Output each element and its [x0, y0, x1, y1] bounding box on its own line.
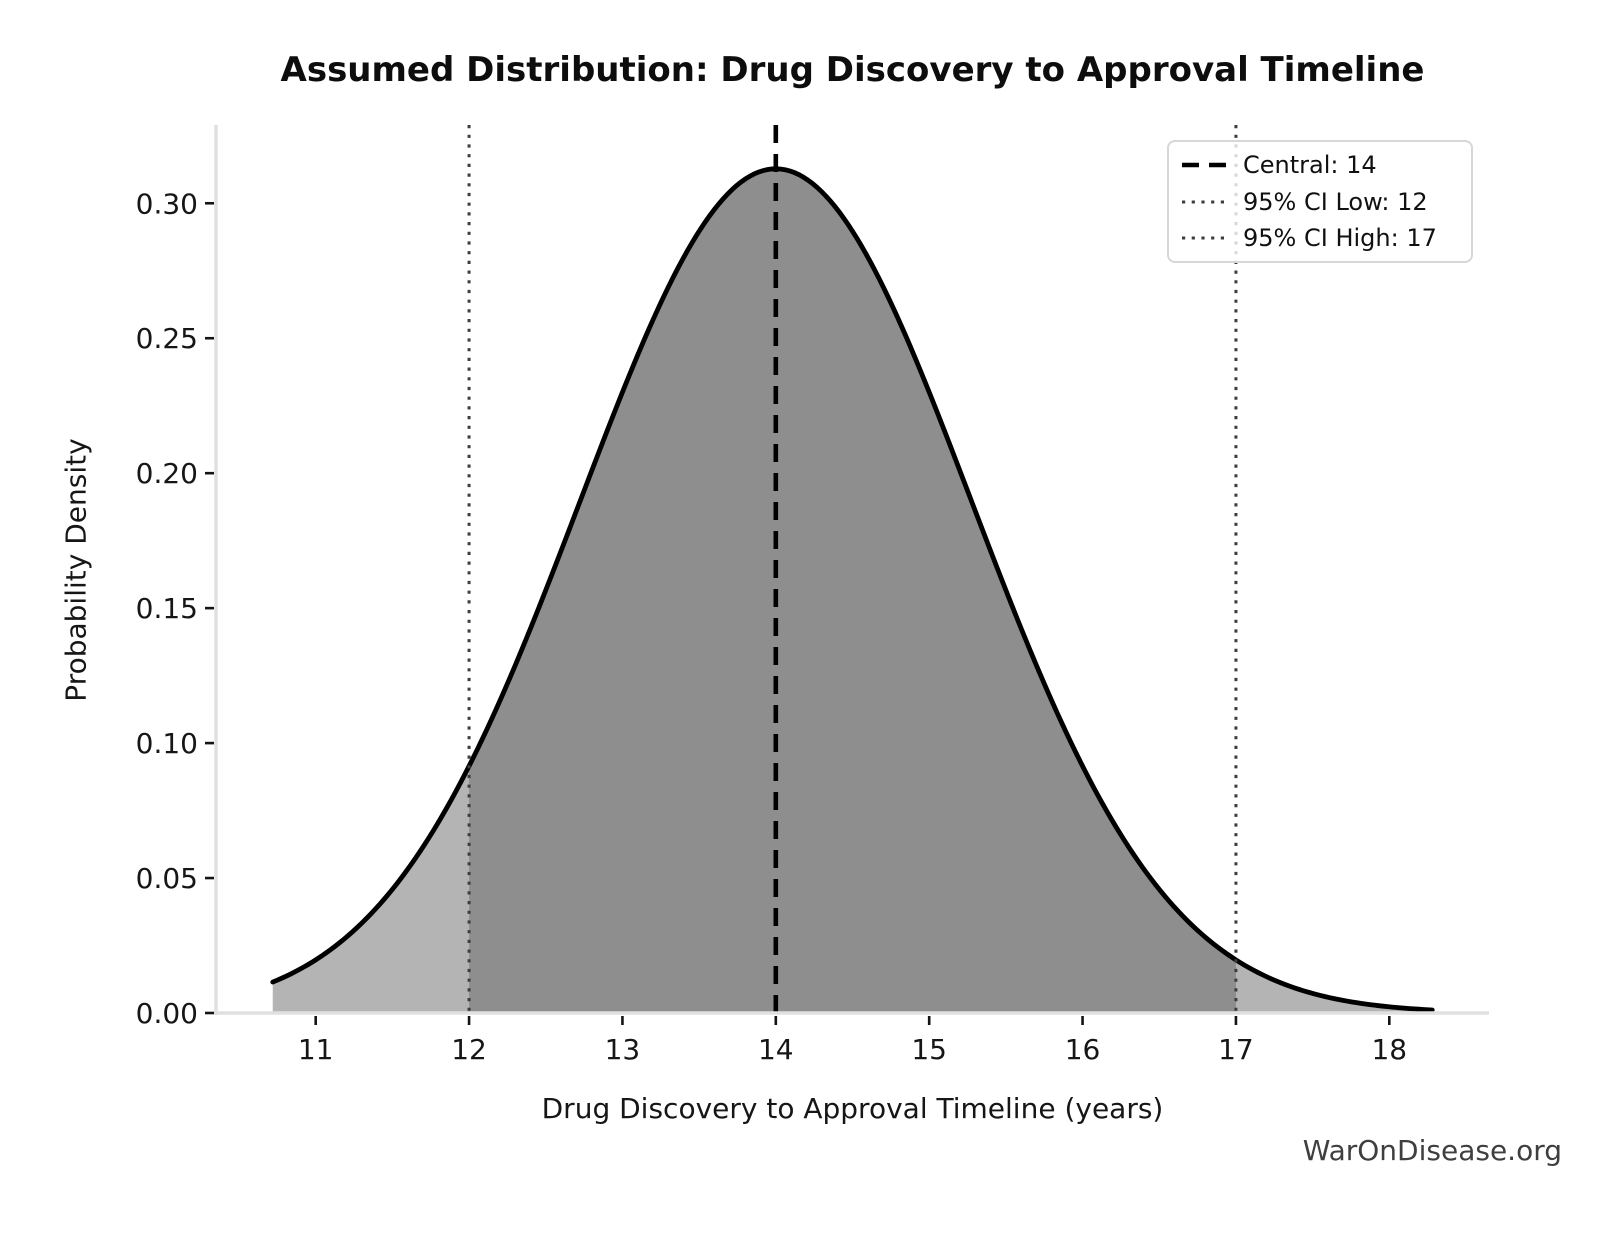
x-tick-label: 11	[298, 1033, 334, 1066]
y-tick-label: 0.30	[136, 187, 198, 220]
legend-label-ci-high: 95% CI High: 17	[1243, 224, 1437, 253]
y-axis-label: Probability Density	[59, 438, 93, 702]
legend: Central: 14 95% CI Low: 12 95% CI High: …	[1167, 140, 1473, 263]
x-tick-label: 12	[451, 1033, 487, 1066]
ci-area	[469, 168, 1236, 1013]
chart-title: Assumed Distribution: Drug Discovery to …	[280, 50, 1425, 90]
legend-item-ci-high: 95% CI High: 17	[1181, 220, 1459, 256]
y-tick-label: 0.10	[136, 727, 198, 760]
y-tick-label: 0.15	[136, 592, 198, 625]
dashed-line-sample-icon	[1182, 162, 1228, 168]
y-tick-label: 0.05	[136, 862, 198, 895]
y-tick-label: 0.20	[136, 457, 198, 490]
legend-item-central: Central: 14	[1181, 147, 1459, 183]
x-tick-label: 14	[758, 1033, 794, 1066]
legend-label-ci-low: 95% CI Low: 12	[1243, 187, 1428, 216]
x-tick-label: 16	[1065, 1033, 1101, 1066]
dotted-line-sample-icon	[1182, 200, 1228, 203]
x-tick-label: 17	[1218, 1033, 1254, 1066]
x-axis-label: Drug Discovery to Approval Timeline (yea…	[541, 1092, 1164, 1125]
watermark-text: WarOnDisease.org	[1302, 1134, 1562, 1167]
legend-item-ci-low: 95% CI Low: 12	[1181, 184, 1459, 220]
density-curve	[270, 166, 1435, 1013]
dotted-line-sample-icon	[1182, 236, 1228, 240]
y-tick-label: 0.25	[136, 322, 198, 355]
x-tick-label: 18	[1371, 1033, 1407, 1066]
x-tick-label: 15	[911, 1033, 947, 1066]
y-tick-label: 0.00	[136, 997, 198, 1030]
x-tick-label: 13	[605, 1033, 641, 1066]
legend-label-central: Central: 14	[1243, 150, 1377, 179]
